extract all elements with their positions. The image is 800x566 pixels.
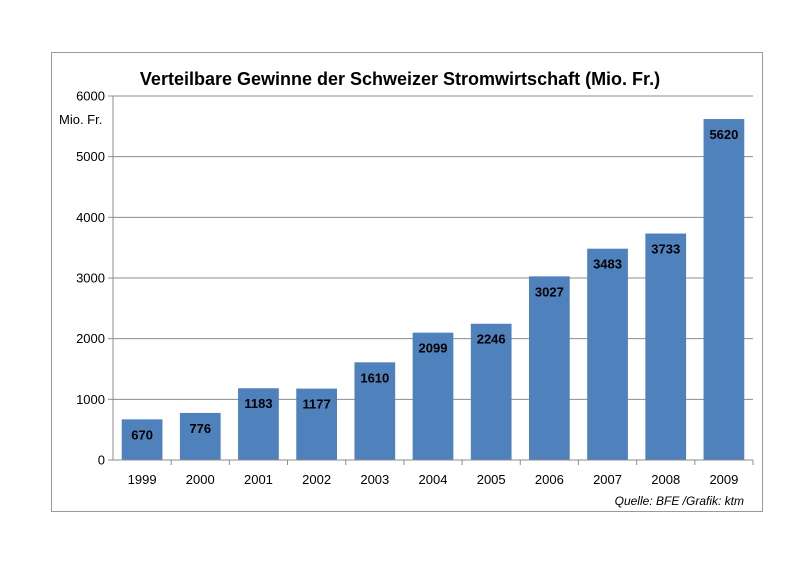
x-tick-label: 2009 [709, 472, 738, 487]
y-tick-label: 1000 [76, 392, 105, 407]
y-tick-label: 6000 [76, 89, 105, 104]
data-label: 5620 [709, 127, 738, 142]
chart-frame [51, 52, 763, 512]
bar-2002 [296, 388, 337, 460]
chart-title: Verteilbare Gewinne der Schweizer Stromw… [140, 69, 660, 89]
x-tick-label: 2000 [186, 472, 215, 487]
x-tick-labels: 1999 2000 2001 2002 2003 2004 2005 2006 2007 2008… [128, 472, 739, 487]
bar-1999 [121, 419, 163, 460]
bar-2005 [470, 323, 512, 460]
x-tick-label: 2004 [419, 472, 448, 487]
bars [121, 119, 745, 460]
data-label: 1610 [360, 370, 389, 385]
x-tick-label: 2006 [535, 472, 564, 487]
x-tick-label: 2003 [360, 472, 389, 487]
x-tick-label: 2002 [302, 472, 331, 487]
axes [108, 95, 754, 465]
data-label: 3027 [535, 284, 564, 299]
y-tick-label: 5000 [76, 149, 105, 164]
data-label: 3733 [651, 242, 680, 257]
data-label: 2246 [477, 332, 506, 347]
data-label: 1183 [244, 396, 272, 411]
bar-2000 [179, 412, 221, 460]
y-tick-label: 4000 [76, 210, 105, 225]
bar-2003 [354, 362, 396, 460]
x-tick-label: 2007 [593, 472, 622, 487]
x-tick-label: 2001 [244, 472, 273, 487]
y-tick-label: 0 [98, 453, 105, 468]
data-label: 2099 [419, 341, 448, 356]
data-label: 670 [131, 427, 153, 442]
data-label: 3483 [593, 257, 622, 272]
y-tick-label: 2000 [76, 331, 105, 346]
bar-2004 [412, 332, 454, 460]
bar-2009 [703, 119, 745, 460]
data-label: 776 [189, 421, 211, 436]
y-tick-label: 3000 [76, 271, 105, 286]
source-note: Quelle: BFE /Grafik: ktm [615, 494, 744, 508]
y-tick-labels: 0 1000 2000 3000 4000 5000 6000 [76, 89, 105, 468]
x-tick-label: 2005 [477, 472, 506, 487]
data-labels: 670 776 1183 1177 1610 2099 2246 3027 3483 3733 56… [131, 127, 738, 442]
y-axis-unit-label: Mio. Fr. [59, 112, 102, 127]
bar-2007 [587, 248, 628, 460]
x-tick-label: 2008 [651, 472, 680, 487]
bar-2008 [645, 233, 687, 460]
data-label: 1177 [303, 397, 331, 412]
bar-2001 [238, 388, 279, 460]
x-tick-label: 1999 [128, 472, 157, 487]
bar-2006 [529, 276, 570, 460]
